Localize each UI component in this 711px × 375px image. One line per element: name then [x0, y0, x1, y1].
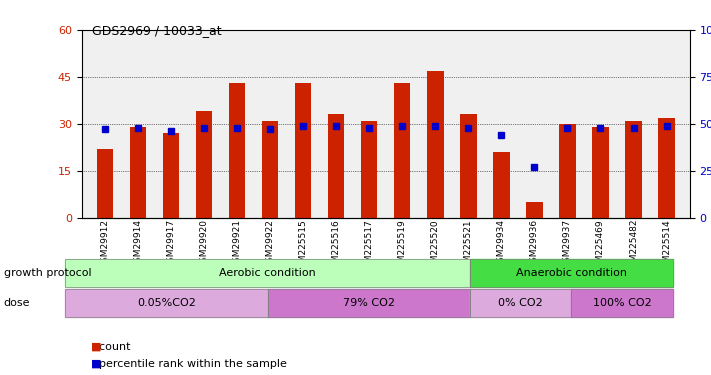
Text: growth protocol: growth protocol	[4, 268, 91, 278]
Bar	[658, 117, 675, 218]
Bar	[394, 83, 410, 218]
Text: 0% CO2: 0% CO2	[498, 298, 543, 308]
Bar	[229, 83, 245, 218]
Text: count: count	[92, 342, 131, 352]
Text: GDS2969 / 10033_at: GDS2969 / 10033_at	[92, 24, 222, 38]
Text: dose: dose	[4, 298, 30, 308]
Bar	[129, 127, 146, 218]
Bar	[196, 111, 213, 218]
Text: percentile rank within the sample: percentile rank within the sample	[92, 359, 287, 369]
Bar	[625, 121, 642, 218]
Bar	[592, 127, 609, 218]
Bar	[163, 133, 179, 218]
Text: ■: ■	[91, 359, 102, 369]
Bar	[295, 83, 311, 218]
Bar	[97, 149, 113, 217]
Text: 0.05%CO2: 0.05%CO2	[137, 298, 196, 308]
Bar	[328, 114, 344, 218]
Bar	[262, 121, 278, 218]
Text: 79% CO2: 79% CO2	[343, 298, 395, 308]
Bar	[493, 152, 510, 217]
Bar	[526, 202, 542, 217]
Bar	[559, 124, 576, 218]
Text: Aerobic condition: Aerobic condition	[219, 268, 316, 278]
Text: Anaerobic condition: Anaerobic condition	[516, 268, 627, 278]
Bar	[460, 114, 476, 218]
Bar	[361, 121, 378, 218]
Text: ■: ■	[91, 342, 102, 352]
Bar	[427, 70, 444, 217]
Text: 100% CO2: 100% CO2	[593, 298, 651, 308]
